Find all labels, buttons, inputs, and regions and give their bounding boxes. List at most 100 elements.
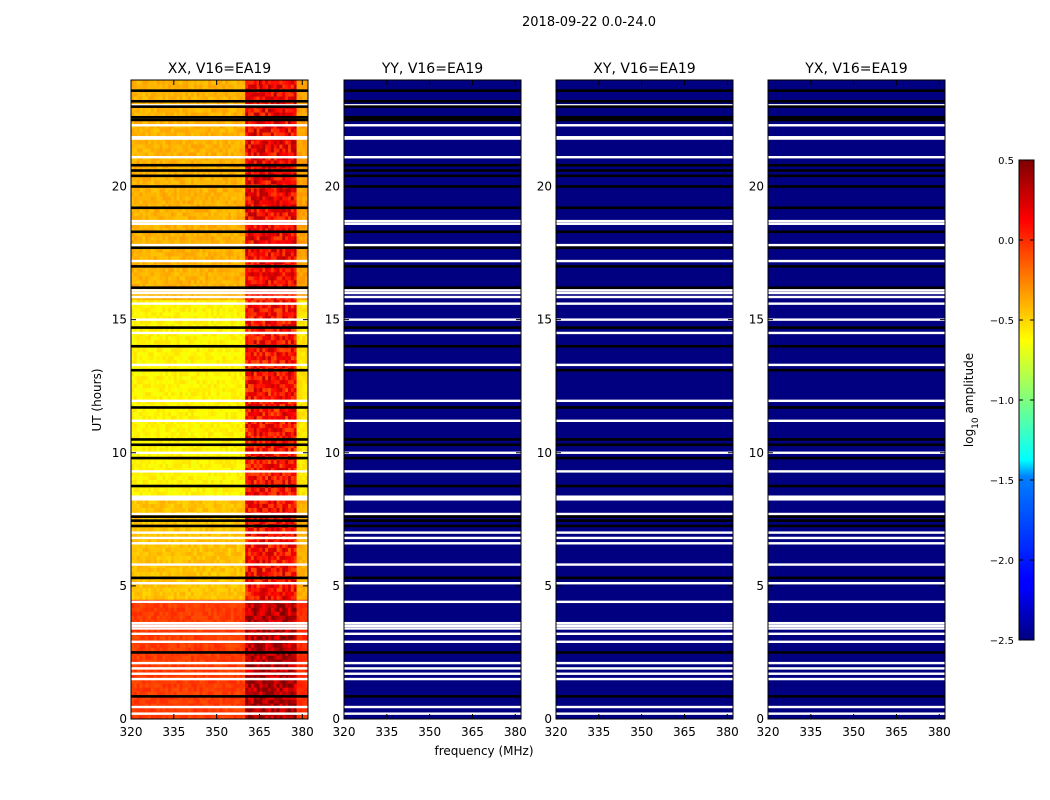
flag-white-row	[344, 104, 521, 107]
flag-white-row	[344, 677, 521, 681]
flag-black-row	[556, 89, 733, 92]
flag-white-row	[344, 136, 521, 139]
flag-white-row	[556, 640, 733, 643]
flag-white-row	[131, 104, 308, 107]
panel-title: YX, V16=EA19	[804, 61, 907, 77]
flag-black-row	[131, 206, 308, 210]
flag-white-row	[768, 496, 945, 500]
flag-black-row	[556, 163, 733, 167]
flag-white-row	[344, 672, 521, 675]
flag-white-row	[131, 302, 308, 305]
flag-white-row	[556, 672, 733, 675]
x-tick-label: 365	[461, 725, 484, 739]
flag-white-row	[768, 259, 945, 263]
flag-white-row	[344, 470, 521, 473]
flag-white-row	[556, 470, 733, 473]
flag-white-row	[768, 661, 945, 665]
flag-black-row	[556, 174, 733, 178]
flag-black-row	[768, 206, 945, 210]
flag-white-row	[556, 291, 733, 295]
flag-white-row	[768, 498, 945, 501]
flag-black-row	[131, 185, 308, 188]
flag-black-row	[556, 169, 733, 172]
flag-black-row	[131, 118, 308, 122]
flag-white-row	[131, 495, 308, 498]
flag-black-row	[768, 185, 945, 188]
flag-black-row	[344, 576, 521, 580]
flag-black-row	[131, 89, 308, 92]
flag-white-row	[768, 156, 945, 159]
flag-white-row	[131, 632, 308, 635]
x-tick-label: 335	[375, 725, 398, 739]
flag-black-row	[131, 174, 308, 178]
flag-white-row	[344, 289, 521, 292]
y-tick-label: 5	[332, 579, 340, 593]
flag-black-row	[768, 524, 945, 528]
flag-black-row	[556, 524, 733, 528]
panel-title: XX, V16=EA19	[168, 61, 271, 77]
flag-black-row	[768, 576, 945, 580]
flag-black-row	[768, 651, 945, 654]
flag-white-row	[768, 712, 945, 715]
flag-black-row	[768, 484, 945, 488]
flag-white-row	[768, 536, 945, 540]
flag-white-row	[556, 399, 733, 403]
flag-white-row	[344, 498, 521, 501]
flag-white-row	[344, 363, 521, 367]
flag-black-row	[344, 246, 521, 250]
flag-black-row	[768, 246, 945, 250]
figure-suptitle: 2018-09-22 0.0-24.0	[522, 15, 656, 30]
flag-white-row	[344, 542, 521, 545]
flag-black-row	[344, 484, 521, 488]
flag-black-row	[556, 515, 733, 518]
x-tick-label: 350	[842, 725, 865, 739]
flag-white-row	[131, 563, 308, 566]
x-tick-label: 350	[630, 725, 653, 739]
flag-black-row	[556, 651, 733, 654]
flag-white-row	[131, 470, 308, 473]
flag-white-row	[131, 156, 308, 159]
flag-black-row	[344, 265, 521, 268]
flag-black-row	[344, 89, 521, 92]
flag-black-row	[556, 230, 733, 234]
flag-white-row	[556, 536, 733, 540]
flag-white-row	[556, 137, 733, 140]
flag-black-row	[768, 169, 945, 172]
y-tick-label: 20	[325, 180, 340, 194]
flag-white-row	[131, 640, 308, 643]
x-tick-label: 380	[504, 725, 527, 739]
flag-black-row	[344, 230, 521, 234]
flag-white-row	[344, 640, 521, 643]
x-tick-label: 365	[248, 725, 271, 739]
flag-white-row	[556, 318, 733, 321]
panel-2: XY, V16=EA19 320 335 350 365 380 0 5 10 15 20	[537, 61, 739, 739]
colorbar-label-base: log	[962, 429, 976, 447]
flag-white-row	[131, 496, 308, 500]
heatmap-image	[768, 80, 945, 719]
flag-white-row	[131, 222, 308, 225]
y-tick-label: 20	[112, 180, 127, 194]
flag-white-row	[556, 512, 733, 516]
flag-white-row	[556, 363, 733, 367]
flag-black-row	[344, 443, 521, 447]
y-axis-label: UT (hours)	[90, 368, 104, 431]
flag-white-row	[768, 495, 945, 498]
flag-white-row	[556, 331, 733, 335]
flag-black-row	[131, 230, 308, 234]
flag-black-row	[768, 438, 945, 441]
flag-black-row	[556, 265, 733, 268]
y-tick-label: 20	[749, 180, 764, 194]
flag-black-row	[344, 344, 521, 348]
flag-white-row	[768, 542, 945, 545]
flag-black-row	[344, 105, 521, 108]
flag-black-row	[131, 651, 308, 654]
flag-white-row	[344, 661, 521, 665]
flag-white-row	[768, 621, 945, 625]
flag-white-row	[344, 531, 521, 534]
flag-white-row	[131, 399, 308, 403]
flag-white-row	[556, 542, 733, 545]
flag-white-row	[768, 331, 945, 335]
heatmap-image	[131, 80, 308, 719]
flag-white-row	[131, 124, 308, 127]
flag-white-row	[556, 677, 733, 681]
